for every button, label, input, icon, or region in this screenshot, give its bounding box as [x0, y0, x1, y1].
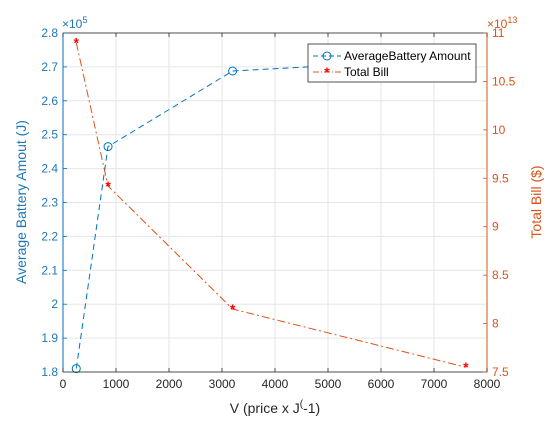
- left-tick-label: 2.2: [41, 229, 58, 243]
- series-point-battery: [71, 364, 81, 374]
- left-tick-label: 2.4: [41, 162, 58, 176]
- x-tick-label: 3000: [209, 377, 236, 391]
- series-point-bill: *: [74, 35, 80, 51]
- right-axis-label: Total Bill ($): [528, 165, 544, 238]
- left-tick-label: 2.6: [41, 94, 58, 108]
- legend-label-battery: AverageBattery Amount: [344, 49, 471, 63]
- right-tick-label: 10: [492, 123, 506, 137]
- right-tick-label: 8.5: [492, 268, 509, 282]
- x-tick-label: 0: [60, 377, 67, 391]
- ticks: 0 1000 2000 3000 4000 5000 6000 7000 8000 1.8 1.9 2…: [41, 26, 515, 391]
- right-tick-label: 10.5: [492, 74, 516, 88]
- x-tick-label: 8000: [474, 377, 501, 391]
- x-tick-label: 1000: [103, 377, 130, 391]
- right-tick-label: 9.5: [492, 171, 509, 185]
- series-point-battery: [228, 66, 238, 76]
- series-line-0: [75, 57, 466, 369]
- right-tick-label: 8: [492, 317, 499, 331]
- left-multiplier-exponent: 5: [82, 15, 87, 25]
- series-point-bill: *: [105, 178, 111, 194]
- right-multiplier-base: ×10: [487, 17, 508, 31]
- legend-box: [307, 43, 477, 83]
- left-tick-label: 2.3: [41, 196, 58, 210]
- series-point-bill: *: [230, 301, 236, 317]
- right-tick-label: 11: [492, 26, 505, 40]
- left-tick-label: 1.9: [41, 331, 58, 345]
- x-tick-label: 4000: [262, 377, 289, 391]
- x-axis-label-sup: (: [300, 399, 304, 410]
- left-tick-label: 2.7: [41, 60, 58, 74]
- x-tick-label: 6000: [368, 377, 395, 391]
- x-axis-label-suffix: -1): [303, 400, 320, 416]
- left-axis-label: Average Battery Amout (J): [13, 120, 29, 284]
- legend-marker-bill: *: [324, 64, 330, 80]
- series-point-battery: [103, 142, 113, 152]
- x-tick-label: 7000: [421, 377, 448, 391]
- right-multiplier: ×1013: [487, 15, 517, 31]
- legend: AverageBattery Amount * Total Bill: [307, 43, 477, 83]
- series-layer: * * * *: [71, 35, 471, 375]
- legend-marker-battery: [322, 51, 332, 61]
- series-point-bill: *: [463, 359, 469, 375]
- left-tick-label: 2.5: [41, 128, 58, 142]
- x-tick-label: 2000: [156, 377, 183, 391]
- right-multiplier-exponent: 13: [507, 15, 517, 25]
- legend-label-bill: Total Bill: [344, 65, 389, 79]
- x-tick-label: 5000: [315, 377, 342, 391]
- left-multiplier-base: ×10: [62, 17, 83, 31]
- left-tick-label: 1.8: [41, 365, 58, 379]
- right-tick-label: 9: [492, 220, 499, 234]
- left-tick-label: 2.8: [41, 26, 58, 40]
- x-axis-label: V (price x J(-1): [230, 399, 320, 416]
- x-axis-label-main: V (price x J: [230, 400, 300, 416]
- left-tick-label: 2.1: [41, 263, 58, 277]
- left-multiplier: ×105: [62, 15, 87, 31]
- right-tick-label: 7.5: [492, 365, 509, 379]
- left-tick-label: 2: [51, 297, 58, 311]
